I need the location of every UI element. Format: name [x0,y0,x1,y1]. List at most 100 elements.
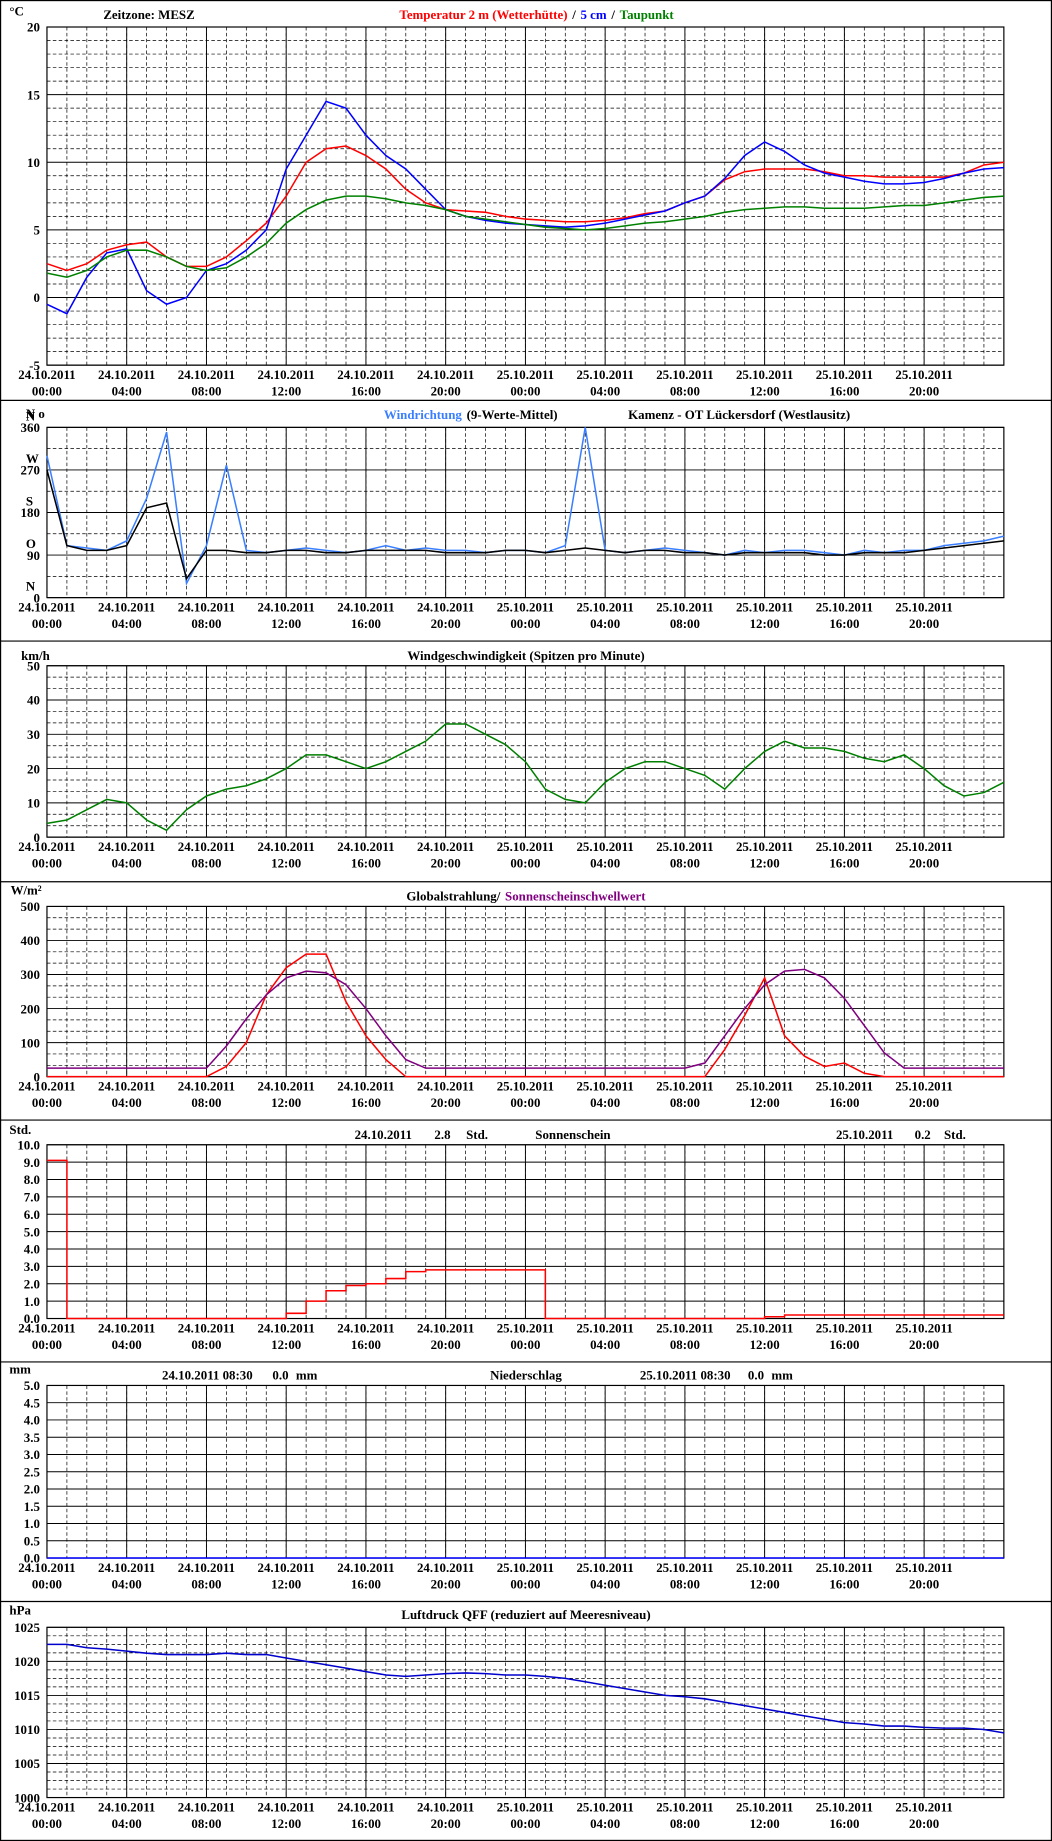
y-tick-label: 0.5 [24,1533,40,1548]
x-tick-label: 24.10.2011 [258,839,315,854]
x-tick-label: 24.10.2011 [258,1560,315,1575]
x-tick-label: 24.10.2011 [258,1079,315,1094]
legend-entry: (9-Werte-Mittel) [467,407,558,422]
x-tick-label: 25.10.2011 [816,1321,873,1336]
y-axis-label: hPa [9,1602,31,1617]
y-tick-label: 1.0 [24,1516,40,1531]
chart-subtitle: Kamenz - OT Lückersdorf (Westlausitz) [628,407,850,422]
x-tick-label: 00:00 [32,1816,62,1831]
y-tick-label: 500 [21,899,40,914]
x-tick-label: 16:00 [829,1095,859,1110]
x-tick-label: 24.10.2011 [417,1321,474,1336]
annotation: Std. [466,1127,488,1142]
x-tick-label: 20:00 [909,1095,939,1110]
x-tick-label: 04:00 [112,1095,142,1110]
x-tick-label: 24.10.2011 [178,839,235,854]
x-tick-label: 24.10.2011 [178,1560,235,1575]
y-tick-label: 10 [27,155,40,170]
y-tick-label: 15 [27,87,40,102]
x-tick-label: 00:00 [32,384,62,399]
x-tick-label: 25.10.2011 [656,1079,713,1094]
y-tick-label: 3.5 [24,1430,40,1445]
x-tick-label: 24.10.2011 [258,367,315,382]
y-axis-label: mm [9,1362,31,1377]
x-tick-label: 00:00 [510,1337,540,1352]
x-tick-label: 08:00 [191,1577,221,1592]
x-tick-label: 24.10.2011 [98,1321,155,1336]
x-tick-label: 00:00 [32,1095,62,1110]
data-line [46,953,1004,1078]
y-tick-label: 1025 [14,1620,40,1635]
x-tick-label: 25.10.2011 [736,1800,793,1815]
x-tick-label: 24.10.2011 [98,1079,155,1094]
x-tick-label: 25.10.2011 [576,1560,633,1575]
x-tick-label: 16:00 [829,1816,859,1831]
data-line [46,145,1004,272]
x-tick-label: 24.10.2011 [417,1079,474,1094]
x-tick-label: 04:00 [112,616,142,631]
chart-panel: 24.10.201100:0024.10.201104:0024.10.2011… [18,648,1005,871]
x-tick-label: 24.10.2011 [98,600,155,615]
x-tick-label: 24.10.2011 [178,1079,235,1094]
x-tick-label: 24.10.2011 [337,1560,394,1575]
y-tick-label: 4.0 [24,1413,40,1428]
x-tick-label: 24.10.2011 [98,839,155,854]
x-tick-label: 25.10.2011 [497,600,554,615]
x-tick-label: 25.10.2011 [816,1079,873,1094]
x-tick-label: 16:00 [829,856,859,871]
y-tick-label: 6.0 [24,1207,40,1222]
x-tick-label: 08:00 [191,1816,221,1831]
data-line [46,723,1005,832]
y-tick-label: 8.0 [24,1172,40,1187]
y-tick-label: 10 [27,796,40,811]
y-tick-label: 300 [21,967,40,982]
x-tick-label: 24.10.2011 [18,600,75,615]
y-tick-label: 0 [33,290,39,305]
y-axis-label: W/m² [11,883,42,898]
y-tick-label: 0 [33,1069,39,1084]
y-tick-label: 2.0 [24,1276,40,1291]
x-tick-label: 04:00 [112,1816,142,1831]
x-tick-label: 00:00 [510,384,540,399]
x-tick-label: 20:00 [909,384,939,399]
x-tick-label: 25.10.2011 [816,367,873,382]
direction-label: N [26,579,36,594]
x-tick-label: 12:00 [271,1577,301,1592]
x-tick-label: 25.10.2011 [656,367,713,382]
x-tick-label: 25.10.2011 [656,1321,713,1336]
chart-panel: 24.10.201100:0024.10.201104:0024.10.2011… [11,883,1005,1110]
x-tick-label: 25.10.2011 [895,1800,952,1815]
x-tick-label: 04:00 [112,384,142,399]
x-tick-label: 25.10.2011 [576,600,633,615]
x-tick-label: 12:00 [750,856,780,871]
data-line [46,968,1004,1069]
x-tick-label: 04:00 [590,1577,620,1592]
y-tick-label: 0.0 [24,1551,40,1566]
x-tick-label: 24.10.2011 [337,367,394,382]
y-tick-label: 400 [21,933,40,948]
x-tick-label: 16:00 [351,1095,381,1110]
x-tick-label: 12:00 [750,616,780,631]
x-tick-label: 24.10.2011 [98,1560,155,1575]
chart-title: Sonnenschein [535,1127,610,1142]
x-tick-label: 12:00 [750,1577,780,1592]
x-tick-label: 25.10.2011 [497,1560,554,1575]
x-tick-label: 08:00 [191,1095,221,1110]
x-tick-label: 25.10.2011 [895,367,952,382]
x-tick-label: 25.10.2011 [736,1321,793,1336]
x-tick-label: 12:00 [271,856,301,871]
legend-entry: Globalstrahlung/ [406,889,500,904]
x-tick-label: 12:00 [271,616,301,631]
x-tick-label: 25.10.2011 [497,367,554,382]
x-tick-label: 20:00 [431,1095,461,1110]
annotation: 0.0 [748,1368,764,1383]
x-tick-label: 24.10.2011 [337,1321,394,1336]
legend-entry: Taupunkt [620,7,675,22]
y-tick-label: 100 [21,1035,40,1050]
x-tick-label: 25.10.2011 [816,839,873,854]
x-tick-label: 16:00 [351,1816,381,1831]
y-tick-label: 10.0 [17,1137,40,1152]
x-tick-label: 25.10.2011 [576,367,633,382]
annotation: 24.10.2011 08:30 [162,1368,253,1383]
